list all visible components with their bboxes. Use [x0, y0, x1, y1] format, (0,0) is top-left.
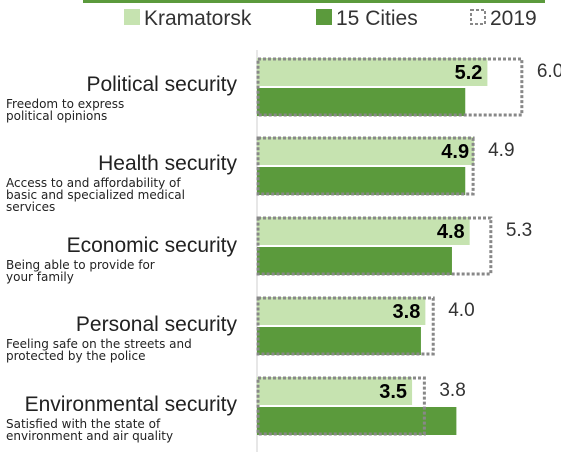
- legend-label-2019: 2019: [490, 7, 537, 30]
- value-label-2019: 4.9: [488, 140, 514, 161]
- bar-kramatorsk: [257, 297, 426, 325]
- bar-2019-outline: [256, 136, 475, 196]
- value-label-kramatorsk: 3.8: [393, 301, 421, 323]
- value-label-2019: 4.0: [448, 300, 474, 321]
- category-description: Freedom to express: [6, 97, 124, 111]
- category-description: protected by the police: [6, 349, 145, 363]
- value-label-2019: 6.0: [537, 61, 561, 82]
- category-description: services: [6, 200, 55, 214]
- category-description: basic and specialized medical: [6, 188, 185, 202]
- category-title: Political security: [86, 73, 237, 96]
- value-label-2019: 5.3: [506, 220, 532, 241]
- bar-15-cities: [257, 167, 466, 195]
- legend-label-15-cities: 15 Cities: [336, 7, 418, 30]
- category-title: Health security: [98, 152, 237, 175]
- value-label-2019: 3.8: [439, 380, 465, 401]
- bar-kramatorsk: [257, 58, 488, 86]
- category-description: environment and air quality: [6, 429, 173, 443]
- legend-swatch-kramatorsk: [124, 9, 140, 25]
- bar-15-cities: [257, 88, 466, 116]
- bar-15-cities: [257, 327, 421, 355]
- category-title: Personal security: [76, 313, 238, 336]
- bar-2019-outline: [256, 376, 426, 436]
- bar-2019-outline: [256, 57, 524, 117]
- category-description: Access to and affordability of: [6, 176, 181, 190]
- legend-swatch-15-cities: [316, 9, 332, 25]
- bar-kramatorsk: [257, 217, 470, 245]
- bar-kramatorsk: [257, 377, 413, 405]
- value-label-kramatorsk: 4.8: [437, 221, 465, 243]
- value-label-kramatorsk: 3.5: [379, 381, 407, 403]
- bar-15-cities: [257, 407, 457, 435]
- category-title: Economic security: [67, 234, 238, 257]
- category-description: Feeling safe on the streets and: [6, 337, 192, 351]
- bar-2019-outline: [256, 216, 493, 276]
- legend-swatch-2019: [470, 9, 486, 25]
- legend-label-kramatorsk: Kramatorsk: [144, 7, 252, 30]
- category-description: political opinions: [6, 109, 107, 123]
- bar-2019-outline: [256, 296, 435, 356]
- category-description: Satisfied with the state of: [6, 417, 161, 431]
- category-description: Being able to provide for: [6, 258, 155, 272]
- category-title: Environmental security: [25, 393, 238, 416]
- value-label-kramatorsk: 5.2: [455, 62, 483, 84]
- value-label-kramatorsk: 4.9: [441, 141, 469, 163]
- bar-15-cities: [257, 247, 452, 275]
- bar-kramatorsk: [257, 137, 475, 165]
- top-rule: [83, 0, 545, 3]
- category-description: your family: [6, 270, 74, 284]
